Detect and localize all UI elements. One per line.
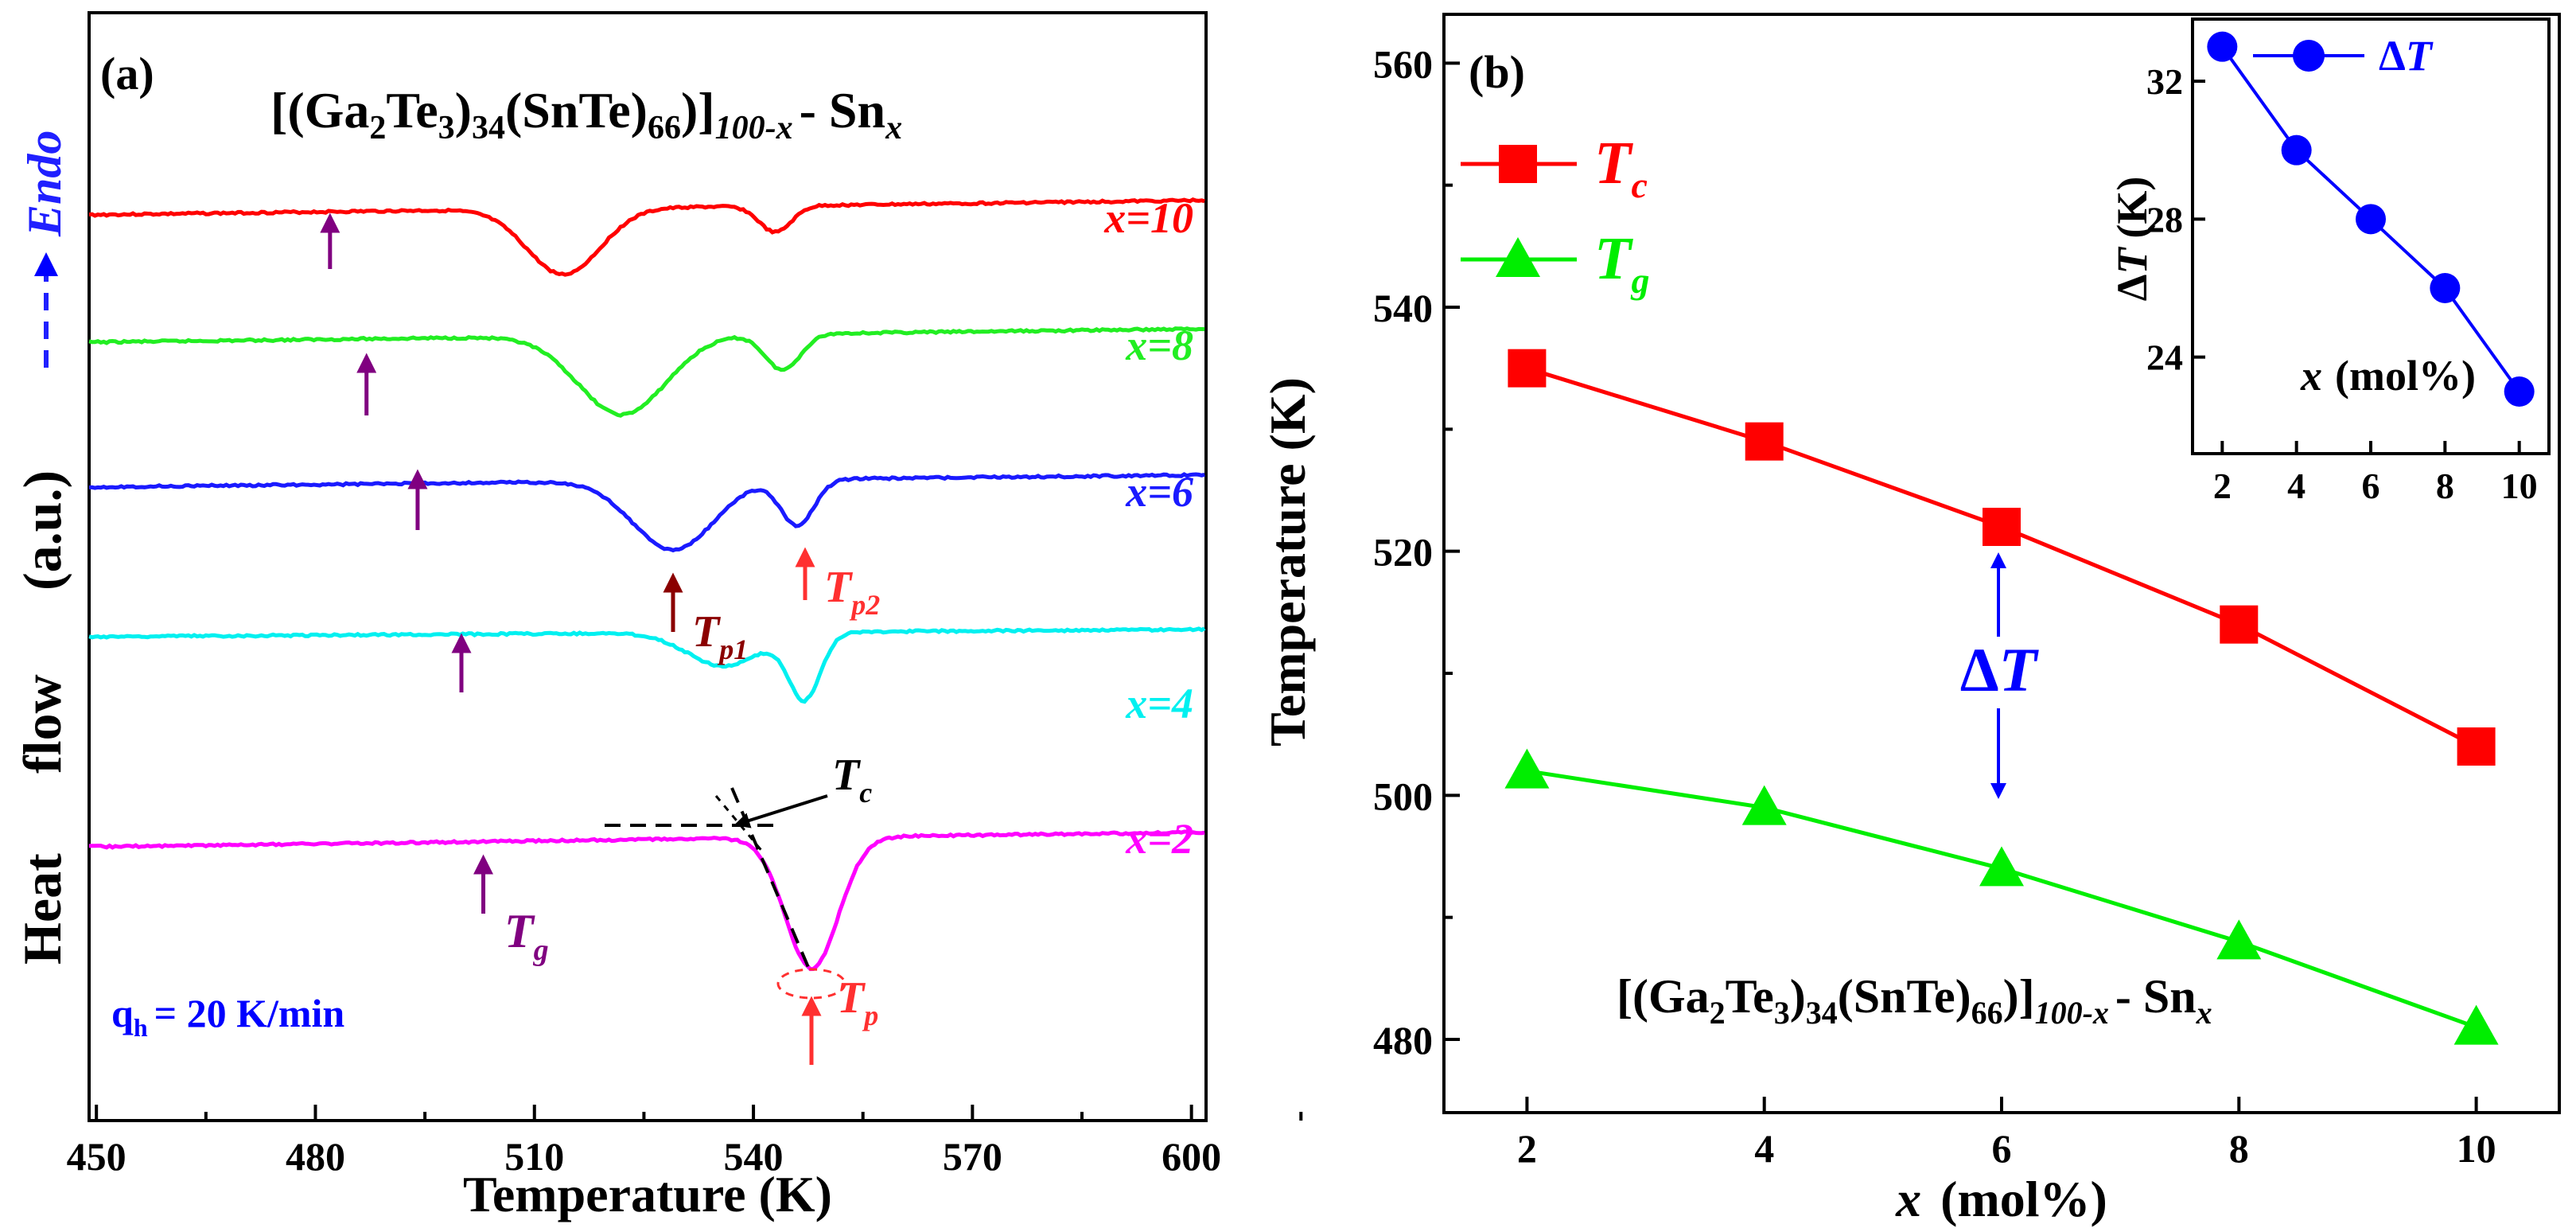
panel-b-formula: [(Ga2Te3)34(SnTe)66)]100-x - Snx [1617,970,2212,1031]
panel-b-x-tick-label: 8 [2229,1126,2249,1171]
panel-b-x-label: x (mol%) [1895,1171,2107,1227]
inset-x-tick-label: 8 [2436,466,2454,506]
panel-b-y-tick-label: 520 [1373,530,1433,575]
point-Tg-x10 [2453,1004,2499,1045]
inset-y-label: ΔT(K) [2108,177,2156,302]
panel-b-y-tick-label: 540 [1373,286,1433,330]
legend-tc-marker [1499,145,1537,183]
inset-point-x10 [2504,376,2535,407]
heating-rate-label: qh = 20 K/min [111,991,344,1042]
curve-label-x=2: x=2 [1125,815,1193,863]
inset-point-x2 [2207,31,2238,62]
panel-a-x-tick-label: 510 [504,1134,564,1179]
panel-a-x-tick-label: 540 [724,1134,784,1179]
curve-label-x=8: x=8 [1125,322,1193,369]
panel-a: 450 480 510 540 570 600 (a) [(Ga2Te3)34(SnTe)… [12,11,1303,1222]
dsc-curve-x=8 [88,326,1205,418]
point-Tc-x4 [1745,422,1784,461]
point-Tc-x2 [1508,349,1547,388]
panel-a-x-label: Temperature (K) [463,1166,832,1222]
point-Tc-x8 [2220,605,2259,644]
panel-a-x-tick-label: 600 [1162,1134,1221,1179]
dsc-curve-x=4 [88,626,1206,704]
inset-series [2207,31,2535,407]
inset-x-label: x (mol%) [2300,352,2476,400]
inset-y-tick-label: 24 [2146,337,2183,378]
tg-label: Tg [504,905,549,967]
y-label-heat: Heat [12,853,72,965]
inset-y-tick-label: 28 [2146,199,2183,240]
panel-b-x-tick-label: 10 [2457,1126,2496,1171]
panel-a-label: (a) [100,48,154,99]
panel-b-y-tick-label: 560 [1373,41,1433,86]
tc-pointer-arrow [733,794,828,828]
tc-label: Tc [832,751,872,809]
point-Tc-x10 [2457,727,2496,766]
panel-b-y-tick-label: 480 [1373,1018,1433,1062]
endo-label: Endo [18,131,71,237]
tp2-label: Tp2 [824,563,880,621]
panel-b-x-tick-label: 2 [1517,1126,1537,1171]
dsc-curve-x=6 [88,472,1205,553]
curve-label-x=4: x=4 [1125,680,1193,727]
curve-label-x=10: x=10 [1103,194,1193,242]
point-Tg-x8 [2216,919,2262,960]
panel-b-x-tick-label: 6 [1992,1126,2012,1171]
panel-a-title: [(Ga2Te3)34(SnTe)66)]100-x - Snx [270,82,902,146]
point-Tg-x6 [1979,846,2024,887]
panel-b-x-tick-label: 4 [1754,1126,1774,1171]
delta-label: ΔT [1960,635,2040,704]
inset-point-x6 [2356,204,2386,235]
inset-legend-label: ΔT [2379,32,2434,80]
dsc-curve-x=2 [88,829,1205,972]
tp-circle [776,968,846,1000]
panel-b-legend: Tc Tg [1461,130,1649,301]
inset-point-x8 [2430,273,2461,303]
point-Tg-x2 [1504,748,1550,789]
panel-a-x-tick-label: 570 [943,1134,1002,1179]
panel-a-x-tick-label: 450 [67,1134,126,1179]
panel-b-series [1504,349,2499,1045]
inset-x-tick-label: 4 [2287,466,2306,506]
y-label-au: (a.u.) [12,470,72,591]
panel-a-x-ticks: 450 480 510 540 570 600 [67,1105,1303,1179]
dsc-curve-x=10 [88,197,1205,277]
inset-x-tick-label: 2 [2213,466,2232,506]
panel-a-tg-arrows [320,212,494,914]
legend-tc-label: Tc [1594,130,1648,205]
panel-a-y-label: Heat flow (a.u.) Endo [12,131,72,965]
panel-a-frame [88,11,1208,1122]
point-Tc-x6 [1983,508,2021,546]
panel-a-curves [88,197,1206,972]
panel-b-y-label: Temperature (K) [1259,377,1316,747]
panel-a-x-tick-label: 480 [286,1134,345,1179]
curve-label-x=6: x=6 [1125,468,1193,516]
inset-x-tick-label: 10 [2501,466,2538,506]
panel-a-curve-labels: x=10 x=8 x=6 x=4 x=2 [1103,194,1193,863]
inset-point-x4 [2281,135,2312,166]
tp-label: Tp [837,973,878,1031]
y-label-flow: flow [12,674,72,774]
tp1-label: Tp1 [692,607,748,665]
point-Tg-x4 [1741,785,1787,825]
panel-b-y-tick-label: 500 [1373,774,1433,818]
inset-legend-marker [2293,40,2325,72]
legend-tg-label: Tg [1594,225,1649,301]
inset-y-tick-label: 32 [2146,61,2183,102]
inset-x-tick-label: 6 [2362,466,2380,506]
legend-tg-marker [1496,237,1540,277]
panel-b-label: (b) [1469,46,1525,98]
